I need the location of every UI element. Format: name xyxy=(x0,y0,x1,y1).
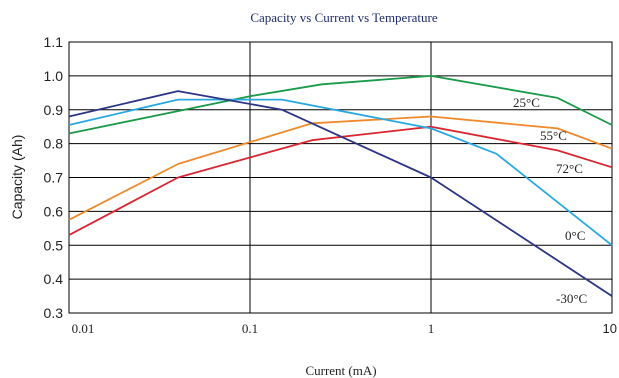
y-tick-label: 0.8 xyxy=(44,136,64,152)
x-tick-label: 1 xyxy=(428,321,435,336)
x-tick-label: 10 xyxy=(603,321,617,336)
series-label: -30°C xyxy=(556,291,587,306)
y-axis-label: Capacity (Ah) xyxy=(9,135,25,220)
y-tick-label: 0.9 xyxy=(44,102,64,118)
x-axis-label: Current (mA) xyxy=(305,363,376,378)
y-tick-label: 0.3 xyxy=(44,305,64,321)
x-tick-label: 0.1 xyxy=(242,321,258,336)
series-labels: 25°C 55°C 72°C 0°C -30°C xyxy=(513,95,587,306)
chart-title: Capacity vs Current vs Temperature xyxy=(250,10,438,25)
series-line xyxy=(68,90,613,297)
y-tick-label: 0.4 xyxy=(44,271,64,287)
series-line xyxy=(68,115,613,221)
y-tick-label: 0.7 xyxy=(44,170,64,186)
x-tick-label: 0.01 xyxy=(72,321,95,336)
series-lines xyxy=(68,75,613,297)
series-label: 0°C xyxy=(565,228,585,243)
y-tick-labels: 0.3 0.4 0.5 0.6 0.7 0.8 0.9 1.0 1.1 xyxy=(44,34,64,321)
series-line xyxy=(68,98,613,247)
series-label: 72°C xyxy=(556,161,583,176)
series-label: 25°C xyxy=(513,95,540,110)
y-tick-label: 1.1 xyxy=(44,34,64,50)
y-tick-label: 1.0 xyxy=(44,68,64,84)
series-line xyxy=(68,125,613,236)
y-tick-label: 0.5 xyxy=(44,237,64,253)
series-line xyxy=(68,75,613,135)
x-tick-labels: 0.01 0.1 1 10 xyxy=(72,321,617,336)
series-label: 55°C xyxy=(540,128,567,143)
y-tick-label: 0.6 xyxy=(44,203,64,219)
